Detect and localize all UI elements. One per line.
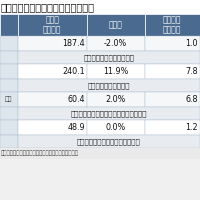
Text: 営業利益
（億円）: 営業利益 （億円） bbox=[163, 15, 182, 35]
Bar bbox=[0, 92, 18, 107]
Text: 11.9%: 11.9% bbox=[103, 67, 128, 76]
Bar bbox=[0, 51, 18, 64]
Text: 0.0%: 0.0% bbox=[106, 123, 126, 132]
Bar bbox=[145, 120, 200, 135]
Bar bbox=[18, 120, 87, 135]
Bar bbox=[87, 36, 145, 51]
Text: ビス: ビス bbox=[5, 97, 13, 102]
Text: 60.4: 60.4 bbox=[67, 95, 85, 104]
Bar bbox=[145, 64, 200, 79]
Text: 上場リユース企業２月期決算の概況: 上場リユース企業２月期決算の概況 bbox=[1, 2, 95, 12]
Bar bbox=[0, 14, 18, 36]
Text: 6.8: 6.8 bbox=[186, 95, 198, 104]
Text: 前期比: 前期比 bbox=[109, 21, 123, 29]
Text: 1.2: 1.2 bbox=[185, 123, 198, 132]
Text: 巣ごもりでゲーム好調: 巣ごもりでゲーム好調 bbox=[88, 82, 130, 89]
Text: 1.0: 1.0 bbox=[186, 39, 198, 48]
Text: 売上高
（億円）: 売上高 （億円） bbox=[43, 15, 61, 35]
Bar bbox=[0, 0, 200, 14]
Bar bbox=[0, 135, 18, 148]
Text: 2.0%: 2.0% bbox=[106, 95, 126, 104]
Bar bbox=[87, 64, 145, 79]
Bar bbox=[0, 107, 18, 120]
Text: 187.4: 187.4 bbox=[62, 39, 85, 48]
Bar bbox=[18, 64, 87, 79]
Text: -2.0%: -2.0% bbox=[104, 39, 127, 48]
Bar bbox=[87, 14, 145, 36]
Text: 各社の業績、ありがとうサービスはリュース事業のみ: 各社の業績、ありがとうサービスはリュース事業のみ bbox=[1, 151, 79, 156]
Bar bbox=[18, 92, 87, 107]
Bar bbox=[18, 107, 200, 120]
Bar bbox=[18, 51, 200, 64]
Text: 48.9: 48.9 bbox=[67, 123, 85, 132]
Bar bbox=[145, 14, 200, 36]
Bar bbox=[0, 36, 18, 51]
Bar bbox=[18, 14, 87, 36]
Bar bbox=[0, 148, 200, 159]
Bar bbox=[0, 64, 18, 79]
Text: 7.8: 7.8 bbox=[185, 67, 198, 76]
Bar bbox=[87, 120, 145, 135]
Bar bbox=[18, 135, 200, 148]
Bar bbox=[145, 92, 200, 107]
Bar bbox=[0, 120, 18, 135]
Text: 一部店舗で休業や時短営業もネット好調: 一部店舗で休業や時短営業もネット好調 bbox=[71, 110, 147, 117]
Bar bbox=[18, 36, 87, 51]
Text: 衣料不振も工具・メディアが好調: 衣料不振も工具・メディアが好調 bbox=[77, 138, 141, 145]
Text: 240.1: 240.1 bbox=[62, 67, 85, 76]
Bar bbox=[145, 36, 200, 51]
Bar bbox=[87, 92, 145, 107]
Bar bbox=[18, 79, 200, 92]
Bar bbox=[0, 79, 18, 92]
Text: 衣料・ブランド不振、家具: 衣料・ブランド不振、家具 bbox=[83, 54, 134, 61]
